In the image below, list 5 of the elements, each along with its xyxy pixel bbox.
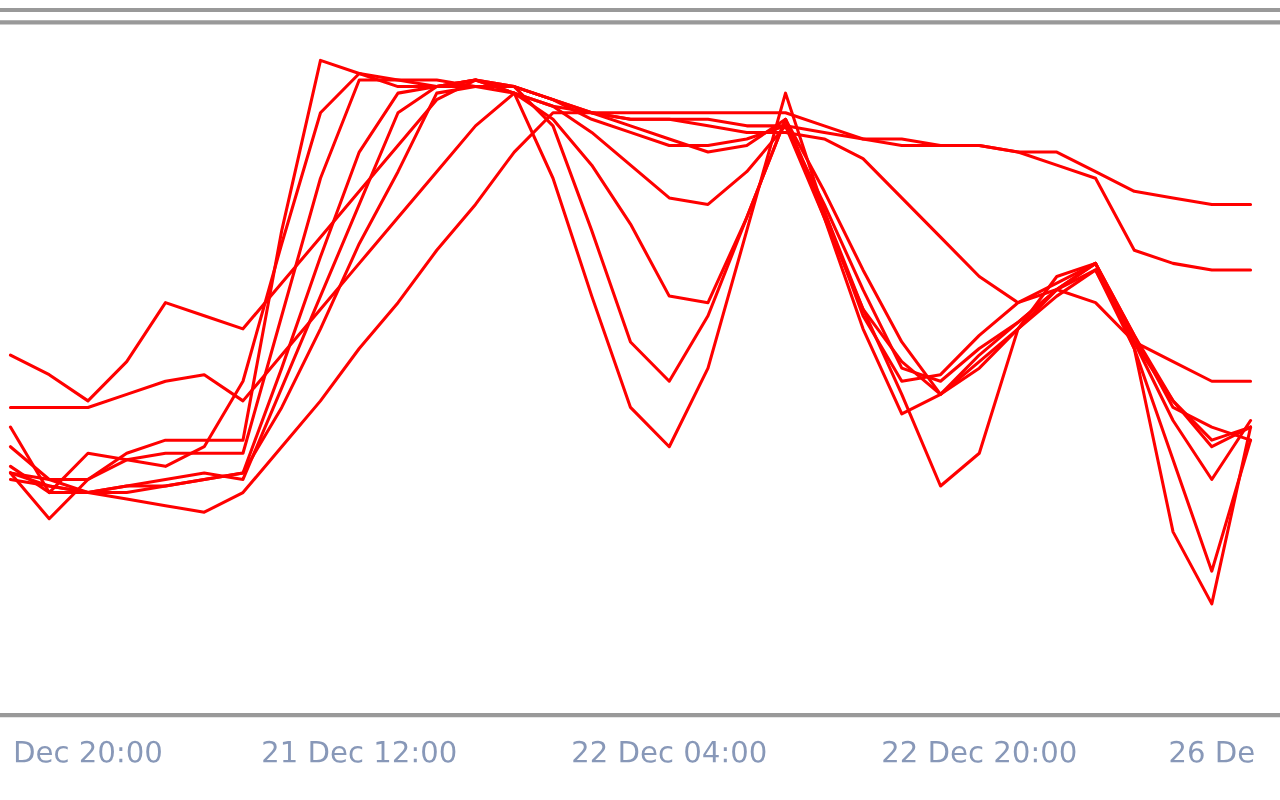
x-tick-label: Dec 20:00 <box>15 740 161 763</box>
x-tick-label: 22 Dec 04:00 <box>573 740 766 763</box>
x-tick-label: 21 Dec 12:00 <box>263 740 456 763</box>
x-tick-label: 22 Dec 20:00 <box>883 740 1076 763</box>
x-tick-label: 26 De <box>1170 740 1254 763</box>
